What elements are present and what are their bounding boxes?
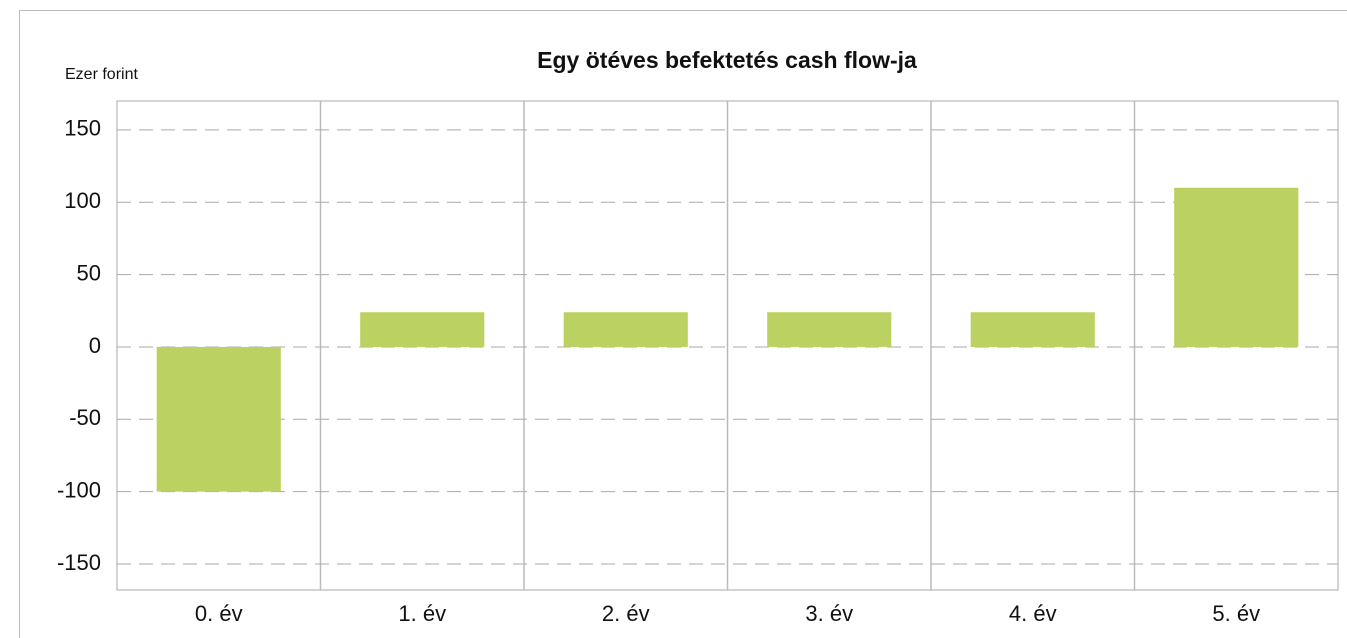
y-tick-label: -50 [69, 405, 101, 430]
y-tick-label: -100 [57, 477, 101, 502]
y-tick-label: 0 [89, 333, 101, 358]
x-tick-label: 5. év [1212, 601, 1260, 626]
y-axis-label: Ezer forint [65, 66, 138, 83]
chart-title: Egy ötéves befektetés cash flow-ja [537, 47, 917, 73]
y-tick-label: -150 [57, 550, 101, 575]
y-tick-label: 100 [64, 188, 101, 213]
x-tick-label: 3. év [805, 601, 853, 626]
x-tick-label: 1. év [398, 601, 446, 626]
bar [767, 312, 892, 347]
bar [970, 312, 1095, 347]
x-tick-label: 0. év [195, 601, 243, 626]
bar [156, 346, 281, 492]
x-tick-label: 4. év [1009, 601, 1057, 626]
y-tick-label: 50 [77, 260, 101, 285]
bar [360, 312, 485, 347]
bar [563, 312, 688, 347]
x-tick-label: 2. év [602, 601, 650, 626]
y-tick-label: 150 [64, 116, 101, 141]
bar [1174, 187, 1299, 347]
